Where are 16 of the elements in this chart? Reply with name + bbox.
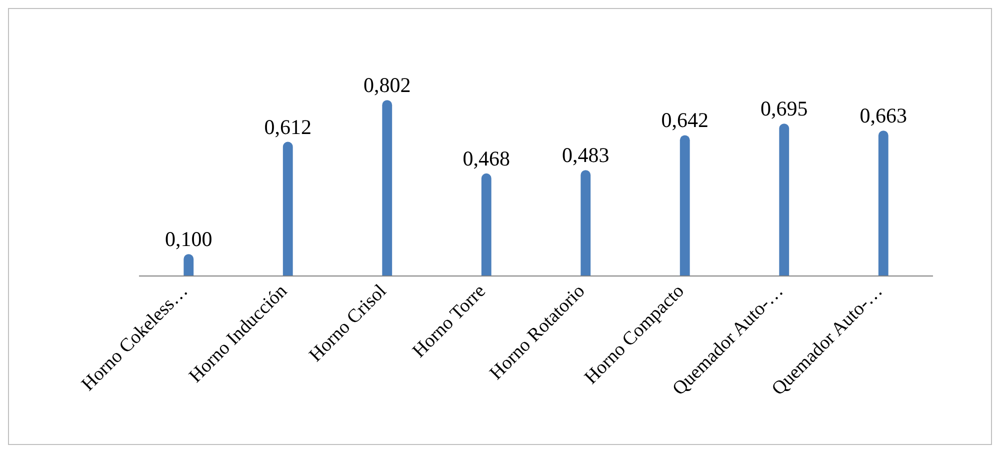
bar [580, 170, 591, 276]
data-label: 0,695 [760, 96, 808, 121]
bar [282, 142, 293, 276]
bar [382, 100, 392, 276]
data-label: 0,802 [364, 73, 411, 98]
data-label: 0,663 [860, 104, 907, 128]
data-label: 0,483 [562, 143, 610, 168]
data-label: 0,100 [165, 227, 212, 252]
bar [779, 124, 790, 276]
data-label: 0,468 [462, 146, 510, 170]
bar [878, 130, 888, 276]
bar [680, 135, 690, 276]
data-label: 0,642 [661, 108, 708, 132]
data-label: 0,612 [264, 114, 312, 139]
bar [184, 254, 194, 276]
bar [481, 173, 492, 276]
